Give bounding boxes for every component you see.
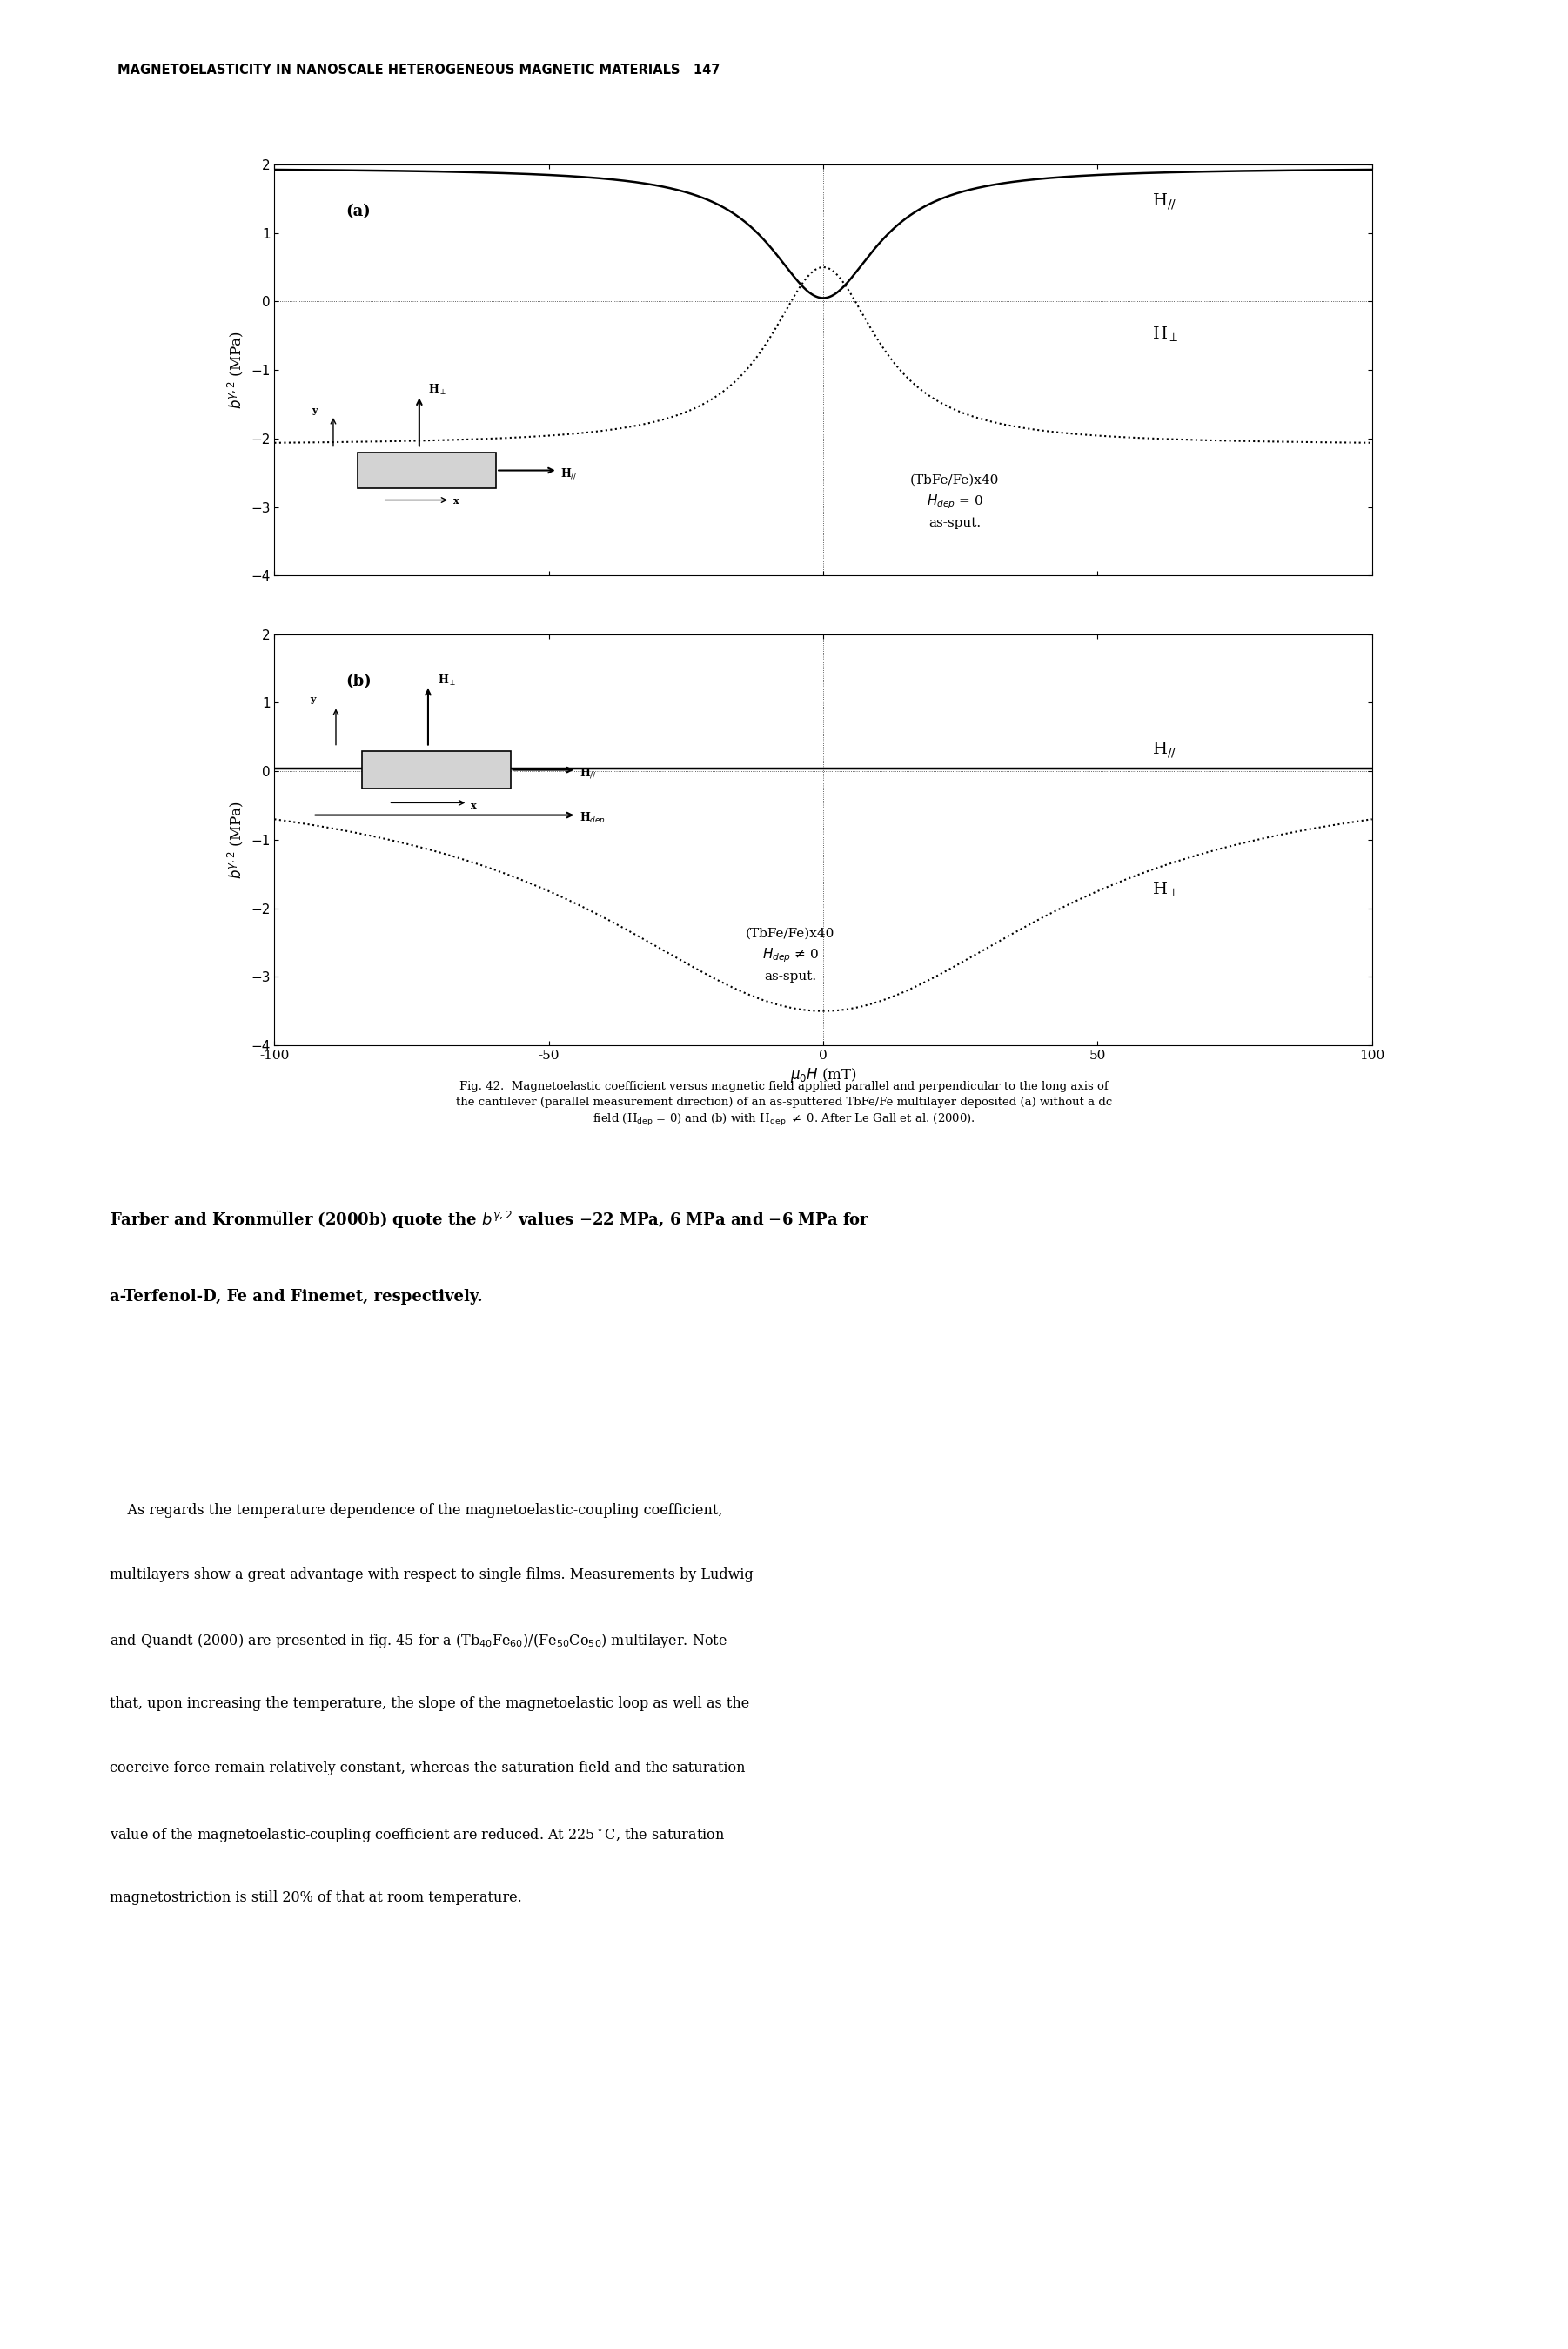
Text: magnetostriction is still 20% of that at room temperature.: magnetostriction is still 20% of that at…	[110, 1891, 522, 1905]
Text: (a): (a)	[345, 204, 370, 218]
X-axis label: $\mu_0 H$ (mT): $\mu_0 H$ (mT)	[790, 1066, 856, 1085]
Text: H$_{//}$: H$_{//}$	[1152, 740, 1178, 761]
Text: and Quandt (2000) are presented in fig. 45 for a (Tb$_{40}$Fe$_{60}$)/(Fe$_{50}$: and Quandt (2000) are presented in fig. …	[110, 1633, 728, 1651]
Text: value of the magnetoelastic-coupling coefficient are reduced. At 225$^\circ$C, t: value of the magnetoelastic-coupling coe…	[110, 1825, 724, 1844]
Text: (b): (b)	[345, 674, 372, 688]
Y-axis label: $b^{\gamma,2}$ (MPa): $b^{\gamma,2}$ (MPa)	[226, 331, 246, 409]
Text: Fig. 42.  Magnetoelastic coefficient versus magnetic field applied parallel and : Fig. 42. Magnetoelastic coefficient vers…	[456, 1081, 1112, 1128]
Y-axis label: $b^{\gamma,2}$ (MPa): $b^{\gamma,2}$ (MPa)	[226, 801, 246, 879]
Text: Farber and Kronm$\ddot{\rm u}$ller (2000b) quote the $b^{\gamma,2}$ values $-$22: Farber and Kronm$\ddot{\rm u}$ller (2000…	[110, 1210, 870, 1231]
Text: multilayers show a great advantage with respect to single films. Measurements by: multilayers show a great advantage with …	[110, 1567, 754, 1583]
Text: H$_{//}$: H$_{//}$	[1152, 193, 1178, 211]
Text: H$_{\perp}$: H$_{\perp}$	[1152, 324, 1179, 343]
Text: coercive force remain relatively constant, whereas the saturation field and the : coercive force remain relatively constan…	[110, 1762, 745, 1776]
Text: (TbFe/Fe)x40
$H_{dep}$ = 0
as-sput.: (TbFe/Fe)x40 $H_{dep}$ = 0 as-sput.	[911, 474, 999, 529]
Text: a-Terfenol-D, Fe and Finemet, respectively.: a-Terfenol-D, Fe and Finemet, respective…	[110, 1290, 483, 1304]
Text: As regards the temperature dependence of the magnetoelastic-coupling coefficient: As regards the temperature dependence of…	[110, 1503, 723, 1517]
Text: H$_{\perp}$: H$_{\perp}$	[1152, 881, 1179, 900]
Text: (TbFe/Fe)x40
$H_{dep}$ ≠ 0
as-sput.: (TbFe/Fe)x40 $H_{dep}$ ≠ 0 as-sput.	[746, 928, 834, 982]
Text: MAGNETOELASTICITY IN NANOSCALE HETEROGENEOUS MAGNETIC MATERIALS   147: MAGNETOELASTICITY IN NANOSCALE HETEROGEN…	[118, 63, 720, 78]
Text: that, upon increasing the temperature, the slope of the magnetoelastic loop as w: that, upon increasing the temperature, t…	[110, 1696, 750, 1712]
